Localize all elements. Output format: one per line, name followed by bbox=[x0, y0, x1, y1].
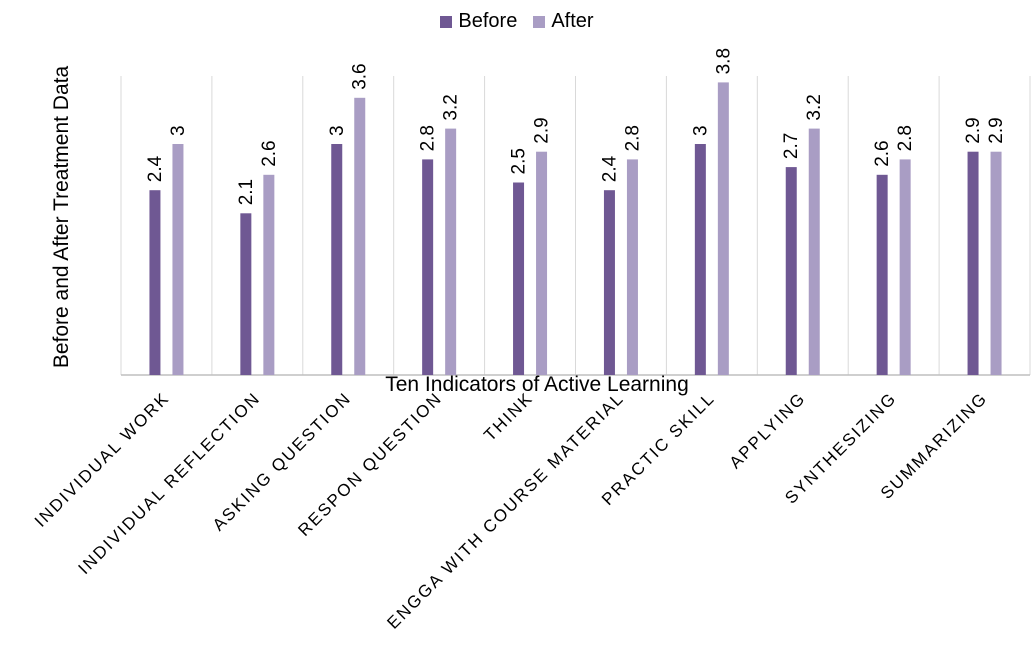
data-label-before-2: 2.1 bbox=[236, 179, 257, 205]
legend-label-after: After bbox=[551, 10, 594, 32]
category-label-2: INDIVIDUAL REFLECTION bbox=[75, 388, 265, 578]
data-label-after-3: 3.6 bbox=[350, 63, 371, 89]
bar-after-2 bbox=[263, 174, 275, 375]
bar-before-3 bbox=[331, 144, 343, 375]
data-label-after-8: 3.2 bbox=[804, 94, 825, 120]
legend-item-before: Before bbox=[440, 10, 517, 33]
legend-swatch-after bbox=[533, 15, 546, 28]
legend-swatch-before bbox=[440, 15, 453, 28]
data-label-before-10: 2.9 bbox=[963, 117, 984, 143]
legend: Before After bbox=[0, 10, 1034, 33]
data-label-before-1: 2.4 bbox=[145, 155, 166, 182]
legend-label-before: Before bbox=[458, 10, 518, 32]
bar-after-5 bbox=[536, 151, 548, 375]
bar-after-9 bbox=[899, 159, 911, 375]
bar-before-7 bbox=[694, 144, 706, 375]
data-label-before-9: 2.6 bbox=[872, 140, 893, 166]
bar-before-9 bbox=[876, 174, 888, 375]
bar-after-10 bbox=[990, 151, 1002, 375]
data-label-after-2: 2.6 bbox=[259, 140, 280, 166]
data-label-after-10: 2.9 bbox=[986, 117, 1007, 143]
category-label-8: APPLYING bbox=[726, 388, 810, 472]
data-label-before-7: 3 bbox=[690, 125, 711, 136]
data-label-after-6: 2.8 bbox=[622, 125, 643, 151]
bar-before-4 bbox=[422, 159, 434, 375]
bar-before-10 bbox=[967, 151, 979, 375]
bar-before-5 bbox=[513, 182, 525, 375]
bar-before-6 bbox=[603, 190, 615, 375]
bar-after-7 bbox=[717, 82, 729, 376]
bar-after-1 bbox=[172, 144, 184, 375]
data-label-before-8: 2.7 bbox=[781, 133, 802, 159]
bar-after-4 bbox=[445, 128, 457, 375]
category-label-4: RESPON QUESTION bbox=[294, 388, 446, 540]
bar-after-6 bbox=[626, 159, 638, 375]
bar-after-3 bbox=[354, 97, 366, 376]
data-label-after-4: 3.2 bbox=[441, 94, 462, 120]
bar-before-2 bbox=[240, 213, 252, 375]
bar-after-8 bbox=[808, 128, 820, 375]
data-label-after-9: 2.8 bbox=[895, 125, 916, 151]
data-label-after-7: 3.8 bbox=[713, 48, 734, 74]
data-label-before-4: 2.8 bbox=[418, 125, 439, 151]
legend-item-after: After bbox=[533, 10, 594, 33]
data-label-before-5: 2.5 bbox=[509, 148, 530, 174]
data-label-before-3: 3 bbox=[327, 125, 348, 136]
data-label-after-5: 2.9 bbox=[532, 117, 553, 143]
data-label-after-1: 3 bbox=[168, 125, 189, 136]
bar-before-1 bbox=[149, 190, 161, 375]
bar-before-8 bbox=[785, 167, 797, 375]
x-axis-label: Ten Indicators of Active Learning bbox=[385, 373, 689, 396]
data-label-before-6: 2.4 bbox=[599, 155, 620, 182]
